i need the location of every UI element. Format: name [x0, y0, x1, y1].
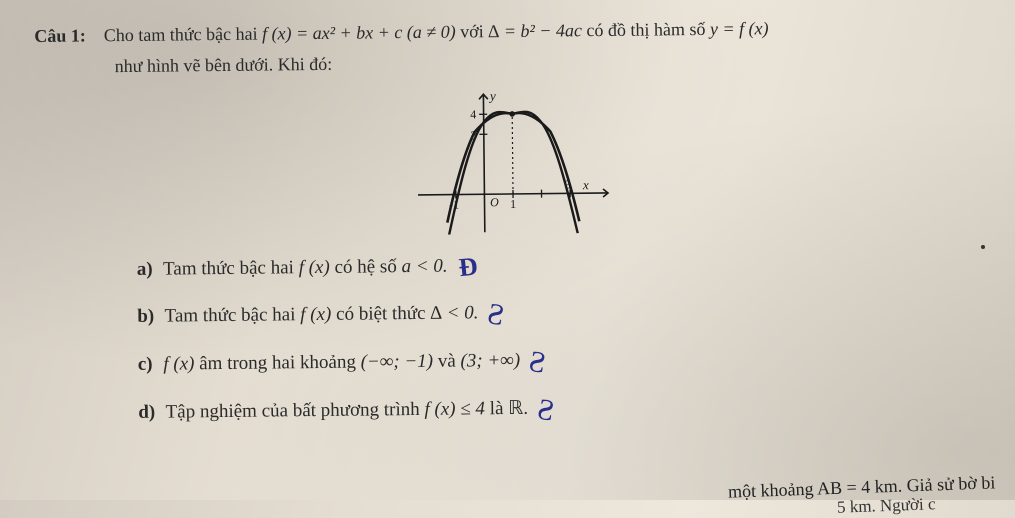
math-fx: f (x) [300, 304, 331, 325]
text: với [460, 21, 488, 41]
svg-text:x: x [581, 177, 588, 192]
option-a: a) Tam thức bậc hai f (x) có hệ số a < 0… [137, 243, 990, 282]
math-cond: f (x) ≤ 4 [424, 398, 485, 420]
svg-text:1: 1 [510, 197, 516, 211]
text: có biệt thức [336, 303, 430, 325]
question-line-1: Cho tam thức bậc hai f (x) = ax² + bx + … [104, 15, 769, 49]
math-y-eq: y = f (x) [710, 18, 769, 39]
math-interval: (3; +∞) [460, 350, 520, 372]
parabola-graph: y x O -1 1 3 3 4 [411, 83, 613, 235]
text: Tam thức bậc hai [163, 257, 299, 279]
text: Tập nghiệm của bất phương trình [166, 399, 425, 423]
text: có đồ thị hàm số [586, 19, 710, 40]
math-fx-def: f (x) = ax² + bx + c (a ≠ 0) [262, 22, 456, 44]
option-label: c) [138, 354, 153, 375]
svg-text:3: 3 [470, 128, 476, 142]
svg-text:-1: -1 [449, 198, 459, 212]
option-label: d) [138, 402, 155, 423]
svg-text:3: 3 [564, 177, 570, 191]
text: và [438, 351, 461, 372]
option-label: b) [137, 306, 154, 327]
next-page-cutoff-2: 5 km. Người c [836, 494, 935, 517]
svg-text:y: y [487, 88, 495, 103]
option-d: d) Tập nghiệm của bất phương trình f (x)… [138, 383, 991, 426]
options-list: a) Tam thức bậc hai f (x) có hệ số a < 0… [137, 243, 992, 426]
graph-container: y x O -1 1 3 3 4 [35, 79, 990, 239]
handwritten-mark: S [485, 297, 507, 333]
text: Cho tam thức bậc hai [104, 24, 262, 46]
math-fx: f (x) [299, 257, 330, 278]
text: Tam thức bậc hai [165, 304, 301, 326]
math-interval: (−∞; −1) [361, 351, 434, 373]
question-number: Câu 1: [34, 25, 86, 47]
math-fx: f (x) [163, 353, 194, 374]
exam-page: Câu 1: Cho tam thức bậc hai f (x) = ax² … [0, 0, 1015, 427]
handwritten-mark: S [526, 345, 548, 381]
option-c: c) f (x) âm trong hai khoảng (−∞; −1) và… [138, 335, 991, 378]
math-set: ℝ. [508, 398, 528, 419]
svg-text:4: 4 [470, 107, 476, 121]
question-line-2: như hình vẽ bên dưới. Khi đó: [115, 44, 988, 80]
svg-text:O: O [490, 195, 499, 209]
text: có hệ số [334, 256, 401, 278]
handwritten-mark: Đ [457, 252, 479, 284]
math-cond: ∆ < 0. [430, 302, 478, 324]
option-b: b) Tam thức bậc hai f (x) có biệt thức ∆… [137, 287, 990, 330]
option-label: a) [137, 259, 153, 280]
handwritten-mark: S [534, 392, 556, 428]
math-delta-def: ∆ = b² − 4ac [488, 20, 582, 41]
text: là [490, 398, 509, 419]
question-header: Câu 1: Cho tam thức bậc hai f (x) = ax² … [34, 13, 987, 50]
math-cond: a < 0. [401, 256, 447, 277]
text: âm trong hai khoảng [199, 352, 361, 375]
